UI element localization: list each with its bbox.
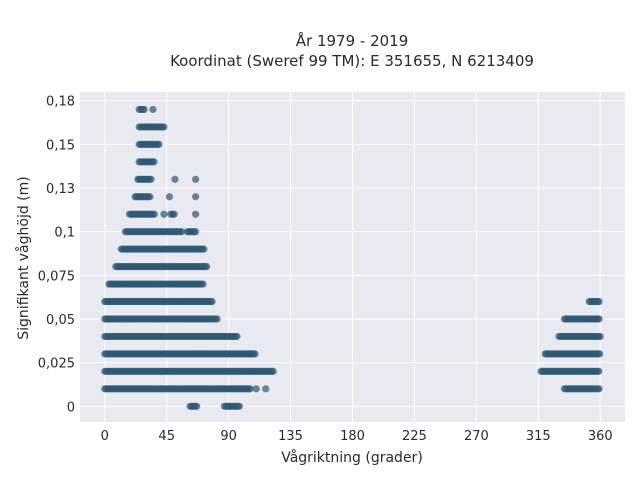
y-tick-label: 0,05 [46, 313, 75, 328]
data-point [595, 367, 603, 375]
x-tick-label: 90 [220, 429, 237, 444]
data-point [192, 175, 200, 183]
data-point [252, 385, 260, 393]
data-point [233, 332, 241, 341]
data-point [140, 105, 148, 114]
x-tick-label: 135 [278, 429, 303, 444]
x-tick-label: 180 [340, 429, 365, 444]
chart-title: År 1979 - 2019 [296, 31, 409, 50]
data-point [262, 385, 270, 393]
data-point [595, 385, 603, 393]
y-tick-label: 0,18 [46, 95, 75, 110]
x-tick-labels: 0 45 90 135 180 225 270 315 360 [101, 429, 613, 444]
x-tick-label: 360 [588, 429, 613, 444]
x-tick-label: 315 [526, 429, 551, 444]
data-point [199, 280, 207, 288]
x-tick-label: 0 [101, 429, 109, 444]
y-tick-label: 0,075 [38, 269, 75, 284]
y-tick-label: 0,15 [46, 138, 75, 153]
chart-subtitle: Koordinat (Sweref 99 TM): E 351655, N 62… [170, 52, 534, 70]
data-point [269, 367, 277, 375]
data-point [595, 297, 603, 306]
y-tick-label: 0,025 [38, 357, 75, 372]
data-point [192, 228, 200, 236]
data-point [155, 140, 163, 148]
data-point [596, 332, 604, 341]
data-point [150, 158, 158, 166]
x-axis-label: Vågriktning (grader) [281, 449, 423, 466]
data-point [160, 123, 168, 131]
y-tick-labels: 0 0,025 0,05 0,075 0,1 0,13 0,15 0,18 [38, 95, 75, 416]
data-point [246, 385, 254, 393]
data-point [146, 193, 154, 201]
data-points [101, 105, 604, 410]
data-point [170, 210, 178, 218]
data-point [203, 263, 211, 271]
data-point [149, 105, 157, 114]
data-point [165, 193, 174, 201]
grid [80, 92, 625, 422]
data-point [200, 245, 208, 253]
data-point [213, 315, 221, 323]
data-point [177, 228, 186, 236]
data-point [147, 175, 155, 183]
y-tick-label: 0,1 [54, 226, 75, 241]
data-point [596, 350, 604, 358]
data-point [208, 297, 216, 306]
x-tick-label: 225 [402, 429, 427, 444]
x-tick-label: 270 [464, 429, 489, 444]
data-point [160, 210, 168, 218]
y-axis-label: Signifikant våghöjd (m) [15, 176, 32, 339]
data-point [595, 315, 603, 323]
data-point [150, 210, 158, 218]
data-point [193, 402, 201, 410]
data-point [171, 175, 179, 183]
y-tick-label: 0 [67, 400, 75, 415]
y-tick-label: 0,13 [46, 182, 75, 197]
data-point [192, 193, 200, 201]
x-tick-label: 45 [158, 429, 175, 444]
data-point [192, 210, 200, 218]
data-point [251, 350, 259, 358]
data-point [235, 402, 243, 410]
